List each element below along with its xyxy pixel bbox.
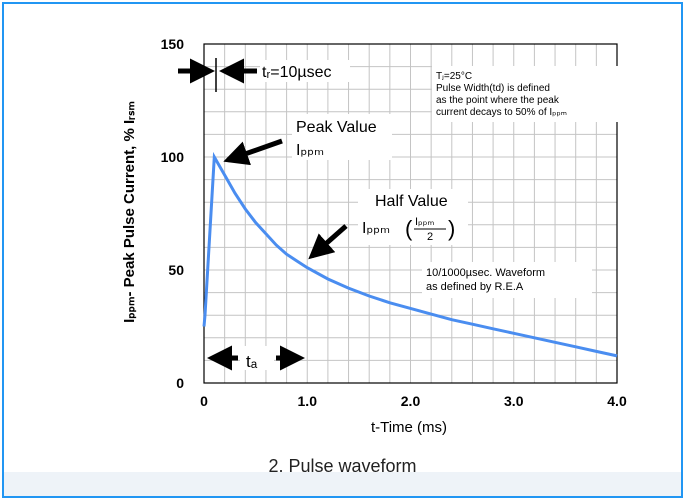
note1-line3: as the point where the peak [436, 95, 560, 106]
half-frac-num: Iₚₚₘ [415, 216, 434, 228]
note2-line2: as defined by R.E.A [426, 281, 524, 293]
note1-line2: Pulse Width(td) is defined [436, 83, 550, 94]
x-tick-label: 4.0 [607, 393, 627, 409]
tick-labels: 0 1.0 2.0 3.0 4.0 0 50 100 150 [161, 36, 627, 409]
peak-arrow [223, 138, 283, 166]
y-axis-label: Iₚₚₘ- Peak Pulse Current, % Iᵣₛₘ [121, 101, 138, 323]
note1-bg [432, 66, 622, 122]
figure-caption: 2. Pulse waveform [268, 456, 417, 476]
footer-stripe [4, 472, 681, 496]
note1-line1: Tⱼ=25°C [436, 71, 472, 82]
half-paren-close: ) [448, 216, 455, 241]
half-arrow [308, 224, 348, 260]
half-label-bg [358, 189, 468, 245]
note1: Tⱼ=25°C Pulse Width(td) is defined as th… [436, 71, 567, 118]
tr-label: tᵣ=10µsec [262, 64, 332, 81]
half-frac-den: 2 [427, 231, 433, 243]
x-tick-label: 0 [200, 393, 208, 409]
td-label: tₐ [246, 352, 258, 371]
note2: 10/1000µsec. Waveform as defined by R.E.… [426, 267, 548, 293]
y-tick-label: 100 [161, 149, 185, 165]
x-tick-label: 2.0 [401, 393, 421, 409]
note2-line1: 10/1000µsec. Waveform [426, 267, 545, 279]
peak-label-bg [292, 114, 392, 160]
y-tick-label: 0 [176, 375, 184, 391]
peak-ippm: Iₚₚₘ [296, 142, 324, 159]
x-axis-label: t-Time (ms) [371, 419, 447, 436]
half-paren-open: ( [405, 216, 413, 241]
x-tick-label: 3.0 [504, 393, 524, 409]
plot-border [203, 43, 618, 384]
note1-line4: current decays to 50% of Iₚₚₘ [436, 107, 567, 118]
half-label: Half Value [375, 193, 448, 210]
tr-label-bg [260, 60, 350, 82]
half-ippm: Iₚₚₘ [362, 220, 390, 237]
y-tick-label: 50 [168, 262, 184, 278]
td-label-bg [240, 346, 274, 370]
series-line-pulse [202, 151, 618, 358]
y-tick-label: 150 [161, 36, 185, 52]
note2-bg [422, 262, 592, 298]
peak-label: Peak Value [296, 119, 377, 136]
x-tick-label: 1.0 [298, 393, 318, 409]
